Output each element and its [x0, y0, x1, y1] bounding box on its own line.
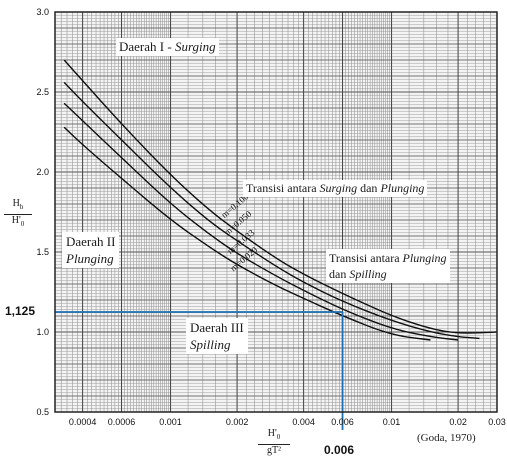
- y-axis-label: Hb H'0: [4, 198, 32, 230]
- region-3-label: Daerah III Spilling: [186, 318, 248, 354]
- region-1-prefix: Daerah I -: [119, 39, 172, 54]
- transition-1-c: dan: [360, 181, 378, 195]
- transition-1-d: Plunging: [380, 181, 425, 195]
- transition-1-b: Surging: [319, 181, 358, 195]
- region-3-name: Spilling: [190, 337, 231, 352]
- curve-m=0.033: [63, 102, 459, 341]
- x-tick-label: 0.001: [159, 417, 182, 427]
- transition-1-a: Transisi antara: [246, 181, 317, 195]
- region-2-title: Daerah II: [66, 234, 116, 249]
- source-label: (Goda, 1970): [417, 432, 476, 444]
- x-tick-label: 0.006: [331, 417, 354, 427]
- highlight-lines: [55, 311, 344, 430]
- curve-m=0.020: [63, 126, 431, 341]
- y-tick-label: 0.5: [36, 407, 49, 417]
- x-tick-label: 0.0004: [69, 417, 97, 427]
- highlight-x-label: 0.006: [324, 443, 355, 457]
- y-tick-label: 1.5: [36, 247, 49, 257]
- region-2-name: Plunging: [66, 251, 114, 266]
- x-tick-label: 0.0006: [108, 417, 136, 427]
- plot-frame: [54, 11, 498, 413]
- x-tick-label: 0.002: [226, 417, 249, 427]
- region-1-name: Surging: [174, 39, 216, 54]
- curve-m=0.050: [63, 81, 480, 340]
- transition-1-label: Transisi antara Surging dan Plunging: [243, 180, 428, 197]
- x-tick-label: 0.03: [488, 417, 506, 427]
- transition-2-d: Spilling: [349, 267, 387, 281]
- transition-2-label: Transisi antara Plunging dan Spilling: [326, 249, 450, 283]
- y-tick-label: 3.0: [36, 7, 49, 17]
- x-tick-label: 0.02: [449, 417, 467, 427]
- y-tick-label: 1.0: [36, 327, 49, 337]
- curve-m=0.100: [63, 59, 498, 334]
- region-2-label: Daerah II Plunging: [62, 232, 120, 268]
- x-axis-label: H'0 gT²: [258, 428, 290, 456]
- transition-2-a: Transisi antara: [329, 251, 400, 265]
- x-tick-label: 0.004: [292, 417, 315, 427]
- tick-labels: 0.0004 0.0006 0.001 0.002 0.004 0.006 0.01 0.02…: [36, 7, 505, 427]
- transition-2-c: dan: [329, 267, 347, 281]
- y-tick-label: 2.5: [36, 87, 49, 97]
- highlight-y-label: 1,125: [5, 304, 36, 318]
- y-tick-label: 2.0: [36, 167, 49, 177]
- x-tick-label: 0.01: [383, 417, 401, 427]
- transition-2-b: Plunging: [402, 251, 447, 265]
- region-3-title: Daerah III: [190, 320, 244, 335]
- region-1-label: Daerah I - Surging: [116, 38, 219, 56]
